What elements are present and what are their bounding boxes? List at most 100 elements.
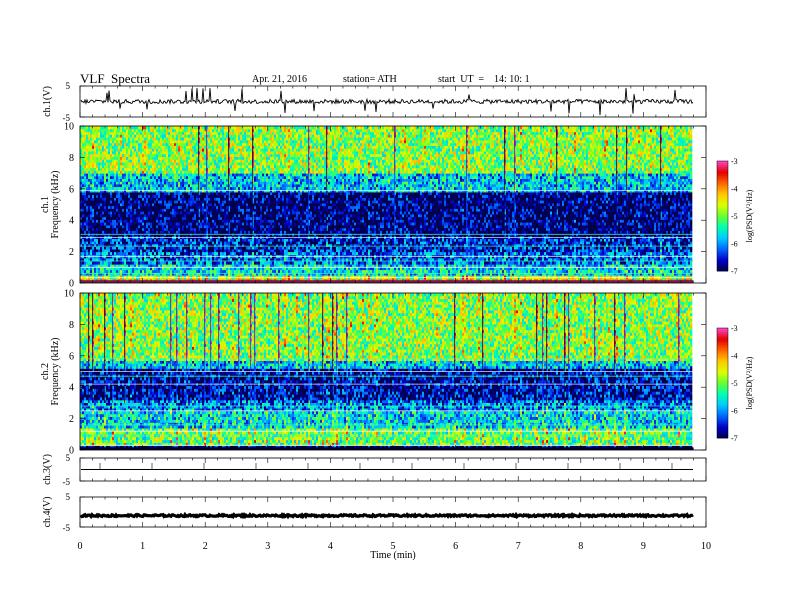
spectrum-cell (602, 251, 605, 256)
spectrum-cell (214, 249, 217, 253)
spectrum-cell (116, 241, 119, 245)
spectrum-cell (220, 241, 223, 245)
spectrum-cell (210, 251, 213, 256)
spectrum-cell (214, 241, 217, 245)
spectrum-cell (270, 264, 273, 268)
spectrum-cell (232, 246, 235, 250)
spectrum-cell (388, 269, 391, 273)
spectrum-cell (188, 241, 191, 245)
spectrum-cell (146, 261, 149, 265)
spectrum-cell (94, 269, 97, 273)
spectrum-cell (644, 243, 647, 247)
spectrum-cell (234, 266, 237, 271)
spectrum-cell (674, 264, 677, 268)
spectrum-cell (298, 241, 301, 245)
spectrum-cell (510, 251, 513, 256)
spectrum-cell (158, 241, 161, 245)
spectrum-cell (266, 269, 269, 273)
spectrum-cell (132, 243, 135, 247)
spectrum-cell (364, 238, 367, 242)
spectrum-cell (616, 249, 619, 253)
spectrum-cell (450, 251, 453, 256)
spectrum-cell (674, 238, 677, 242)
spectrum-cell (372, 261, 375, 265)
spectrum-cell (574, 238, 577, 242)
spectrum-cell (210, 249, 213, 253)
spectrum-cell (134, 269, 137, 273)
spectrum-cell (496, 251, 499, 256)
spectrum-cell (330, 269, 333, 273)
spectrum-cell (522, 261, 525, 265)
spectrum-cell (592, 246, 595, 250)
spectrum-cell (248, 246, 251, 250)
spectrum-cell (82, 261, 85, 265)
spectrum-cell (400, 261, 403, 265)
spectrum-cell (472, 264, 475, 268)
spectrum-cell (396, 269, 399, 273)
spectrum-cell (494, 241, 497, 245)
spectrum-cell (410, 249, 413, 253)
spectrum-cell (612, 269, 615, 273)
spectrum-cell (516, 246, 519, 250)
spectrum-cell (128, 261, 131, 265)
spectrum-cell (486, 251, 489, 256)
spectrum-cell (436, 257, 439, 262)
spectrum-cell (524, 266, 527, 271)
spectrum-cell (380, 246, 383, 250)
spectrum-cell (196, 233, 199, 237)
spectrum-cell (192, 261, 195, 265)
spectrum-cell (284, 266, 287, 271)
spectrum-cell (350, 269, 353, 273)
spectrum-cell (418, 243, 421, 247)
spectrum-cell (680, 241, 683, 245)
spectrum-cell (364, 269, 367, 273)
spectrum-cell (446, 261, 449, 265)
spectrum-cell (392, 269, 395, 273)
spectrum-cell (624, 261, 627, 265)
spectrum-cell (256, 251, 259, 256)
spectrum-cell (684, 246, 687, 250)
spectrum-cell (462, 261, 465, 265)
spectrum-cell (218, 261, 221, 265)
spectrum-cell (412, 251, 415, 256)
spectrum-cell (200, 269, 203, 273)
spectrum-cell (376, 264, 379, 268)
spectrum-cell (448, 243, 451, 247)
spectrum-cell (296, 264, 299, 268)
spectrum-cell (588, 251, 591, 256)
spectrum-cell (354, 241, 357, 245)
spectrum-cell (298, 249, 301, 253)
spectrum-cell (468, 241, 471, 245)
spectrum-cell (300, 241, 303, 245)
spectrum-cell (116, 238, 119, 242)
spectrum-cell (502, 238, 505, 242)
spectrum-cell (584, 249, 587, 253)
spectrum-cell (370, 266, 373, 271)
spectrum-cell (224, 264, 227, 268)
spectrum-cell (122, 257, 125, 262)
spectrum-cell (476, 238, 479, 242)
spectrum-cell (504, 266, 507, 271)
spectrum-cell (126, 269, 129, 273)
spectrum-cell (118, 233, 121, 237)
spectrum-cell (678, 269, 681, 273)
spectrum-cell (268, 241, 271, 245)
spectrum-cell (134, 251, 137, 256)
spectrum-cell (96, 264, 99, 268)
spectrum-cell (454, 238, 457, 242)
spectrum-cell (126, 261, 129, 265)
spectrum-cell (198, 246, 201, 250)
spectrum-cell (444, 251, 447, 256)
spectrum-cell (380, 264, 383, 268)
spectrum-cell (140, 269, 143, 273)
spectrum-cell (414, 241, 417, 245)
spectrum-cell (416, 251, 419, 256)
spectrum-cell (620, 257, 623, 262)
spectrum-cell (206, 257, 209, 262)
spectrum-cell (496, 261, 499, 265)
spectrum-cell (654, 264, 657, 268)
spectrum-cell (512, 249, 515, 253)
spectrum-cell (286, 266, 289, 271)
spectrum-cell (154, 233, 157, 237)
spectrum-cell (620, 241, 623, 245)
